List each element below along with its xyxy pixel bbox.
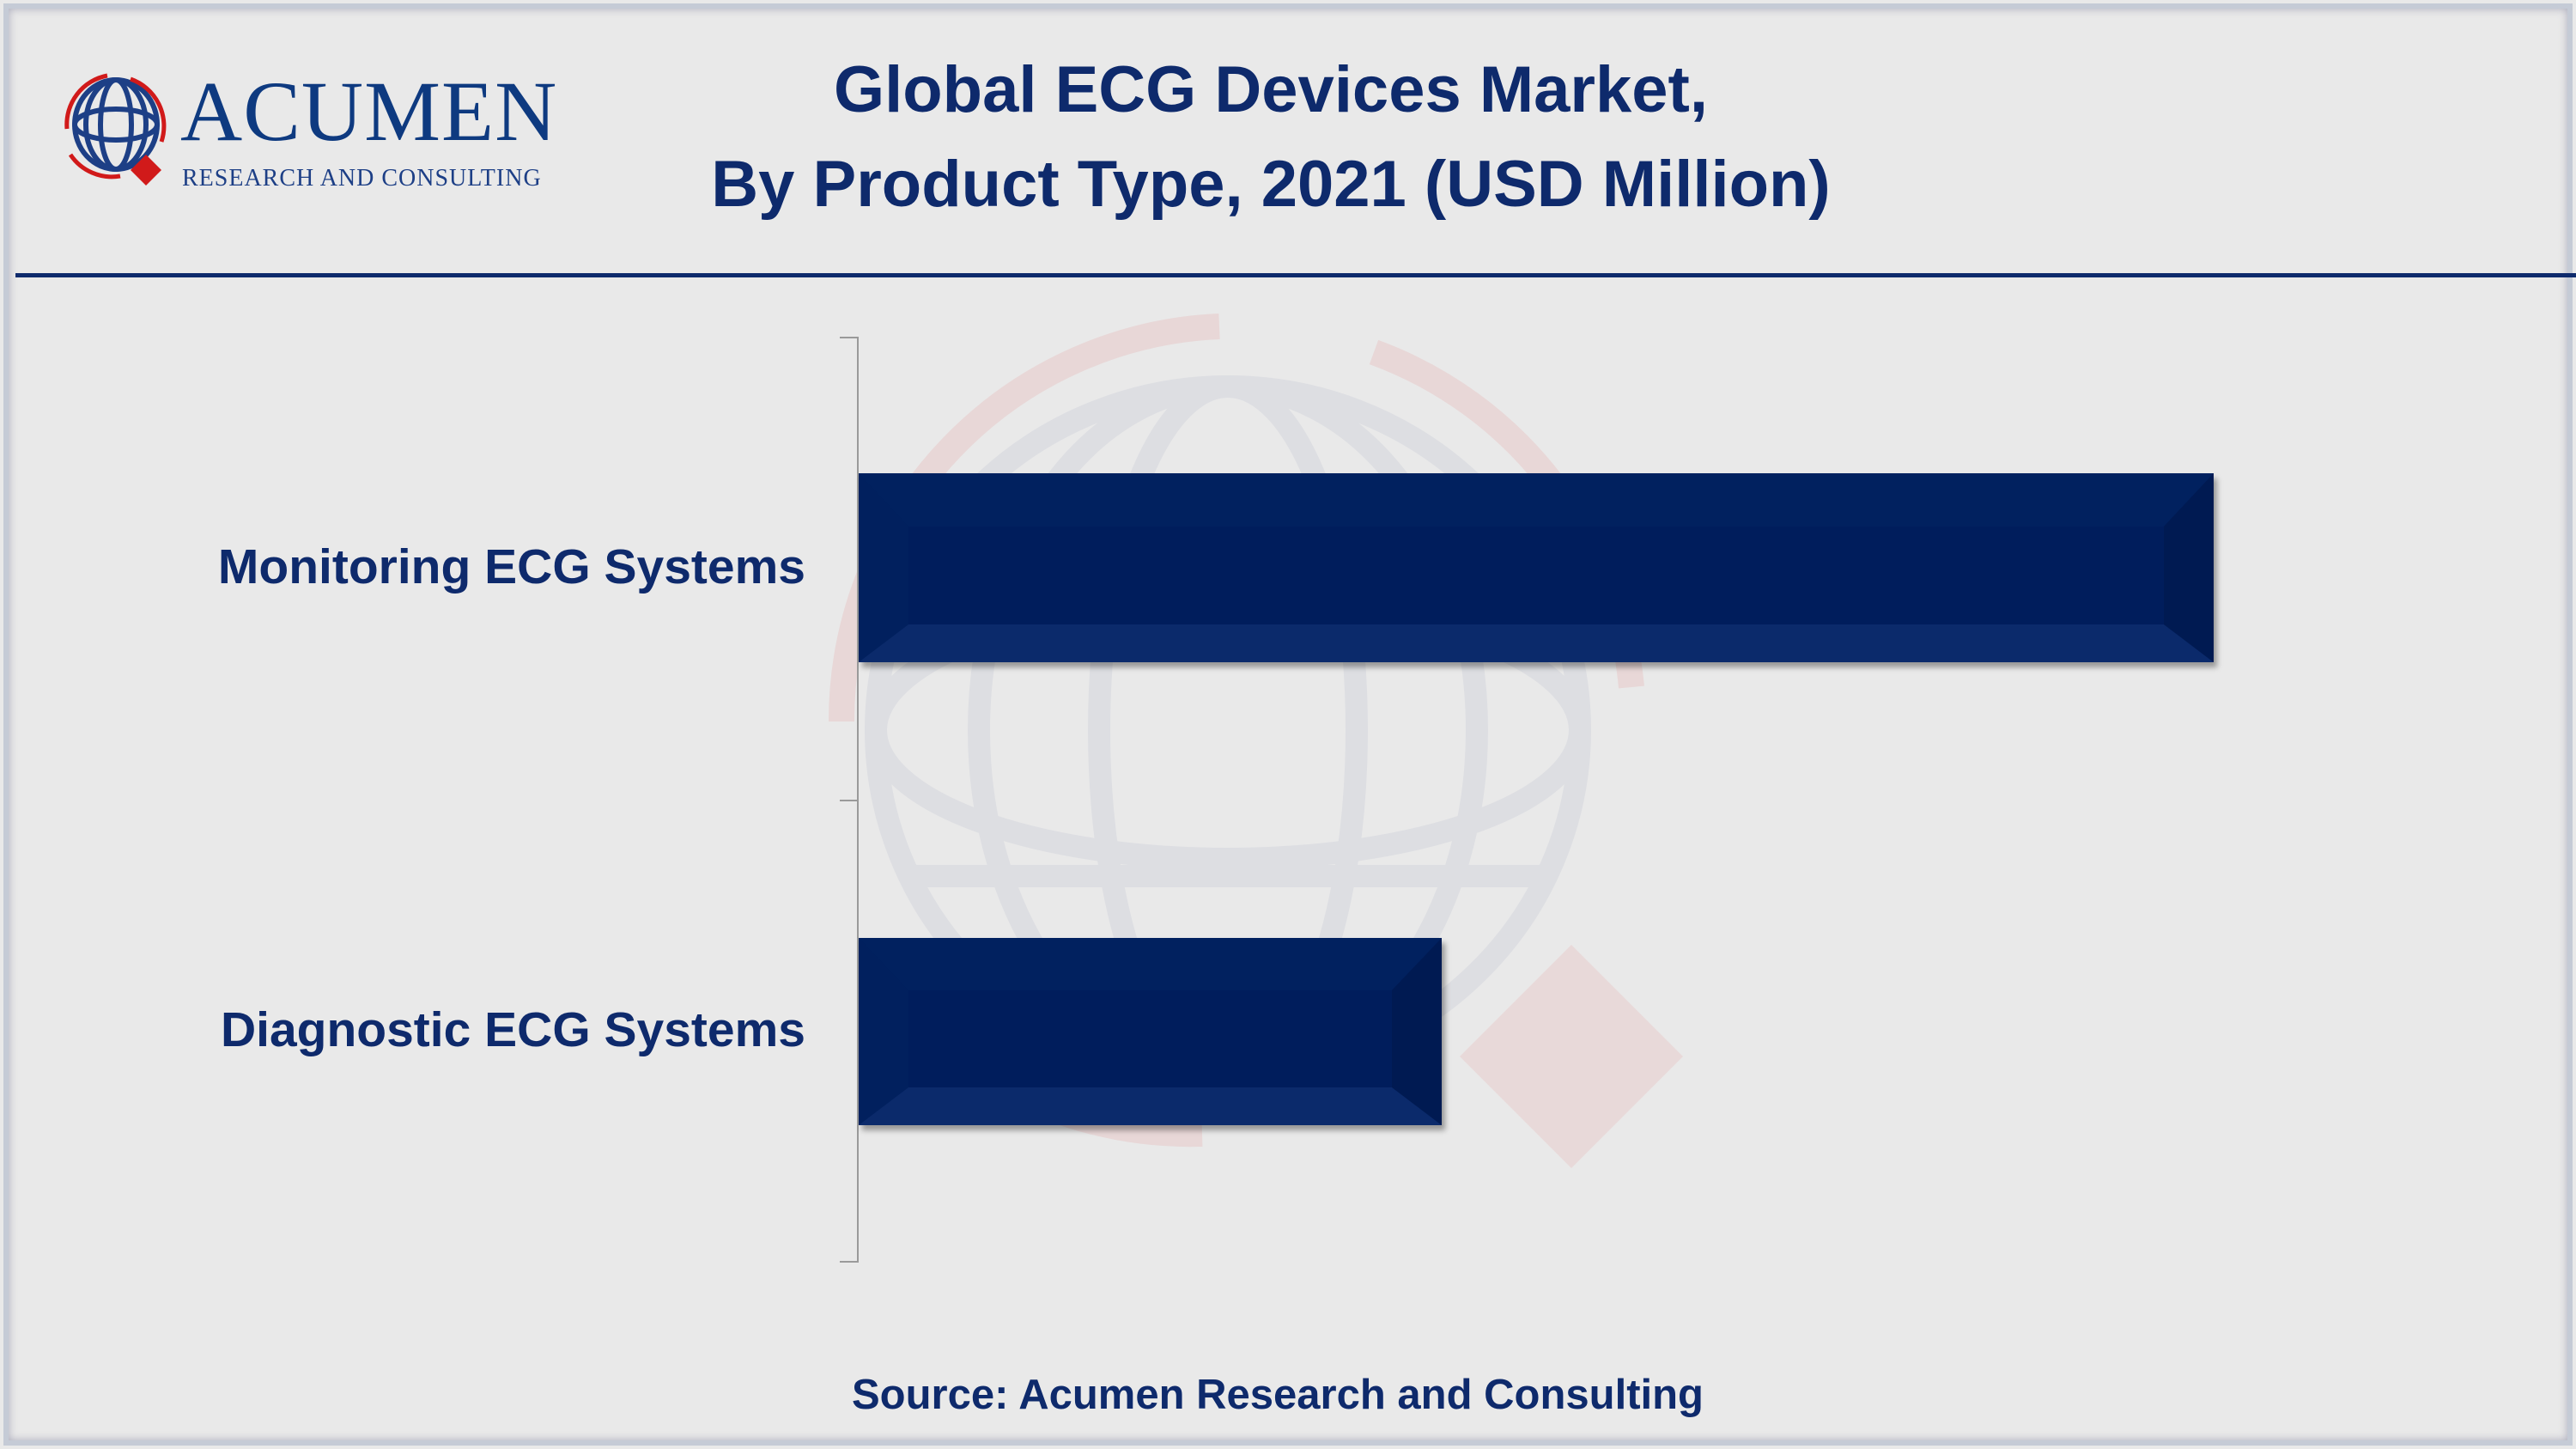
bar-center	[908, 990, 1392, 1087]
bar-center	[908, 527, 2164, 624]
title-line-2: By Product Type, 2021 (USD Million)	[711, 148, 1831, 221]
bar-diagnostic-ecg-systems	[859, 938, 1442, 1125]
bar-bevel-bottom	[859, 624, 2214, 662]
bar-bevel-top	[859, 938, 1442, 990]
logo-globe-icon	[64, 73, 167, 186]
logo-name: ACUMEN	[180, 64, 558, 159]
category-axis	[857, 337, 859, 1263]
axis-tick	[840, 1261, 857, 1263]
bar-bevel-top	[859, 473, 2214, 527]
logo-tagline: RESEARCH AND CONSULTING	[182, 165, 542, 192]
chart-title: Global ECG Devices Market, By Product Ty…	[601, 43, 1941, 232]
axis-tick	[840, 337, 857, 338]
bar-bevel-right	[1392, 938, 1442, 1125]
title-line-1: Global ECG Devices Market,	[834, 53, 1708, 126]
category-label-monitoring: Monitoring ECG Systems	[217, 539, 805, 594]
axis-tick	[840, 800, 857, 801]
slide-frame	[3, 3, 2573, 1446]
bar-monitoring-ecg-systems	[859, 473, 2214, 662]
bar-bevel-bottom	[859, 1087, 1442, 1125]
category-label-diagnostic: Diagnostic ECG Systems	[220, 1002, 805, 1057]
source-note: Source: Acumen Research and Consulting	[852, 1372, 1704, 1418]
bar-bevel-right	[2164, 473, 2214, 662]
header-divider	[15, 273, 2576, 277]
acumen-logo: ACUMEN RESEARCH AND CONSULTING	[60, 60, 575, 198]
